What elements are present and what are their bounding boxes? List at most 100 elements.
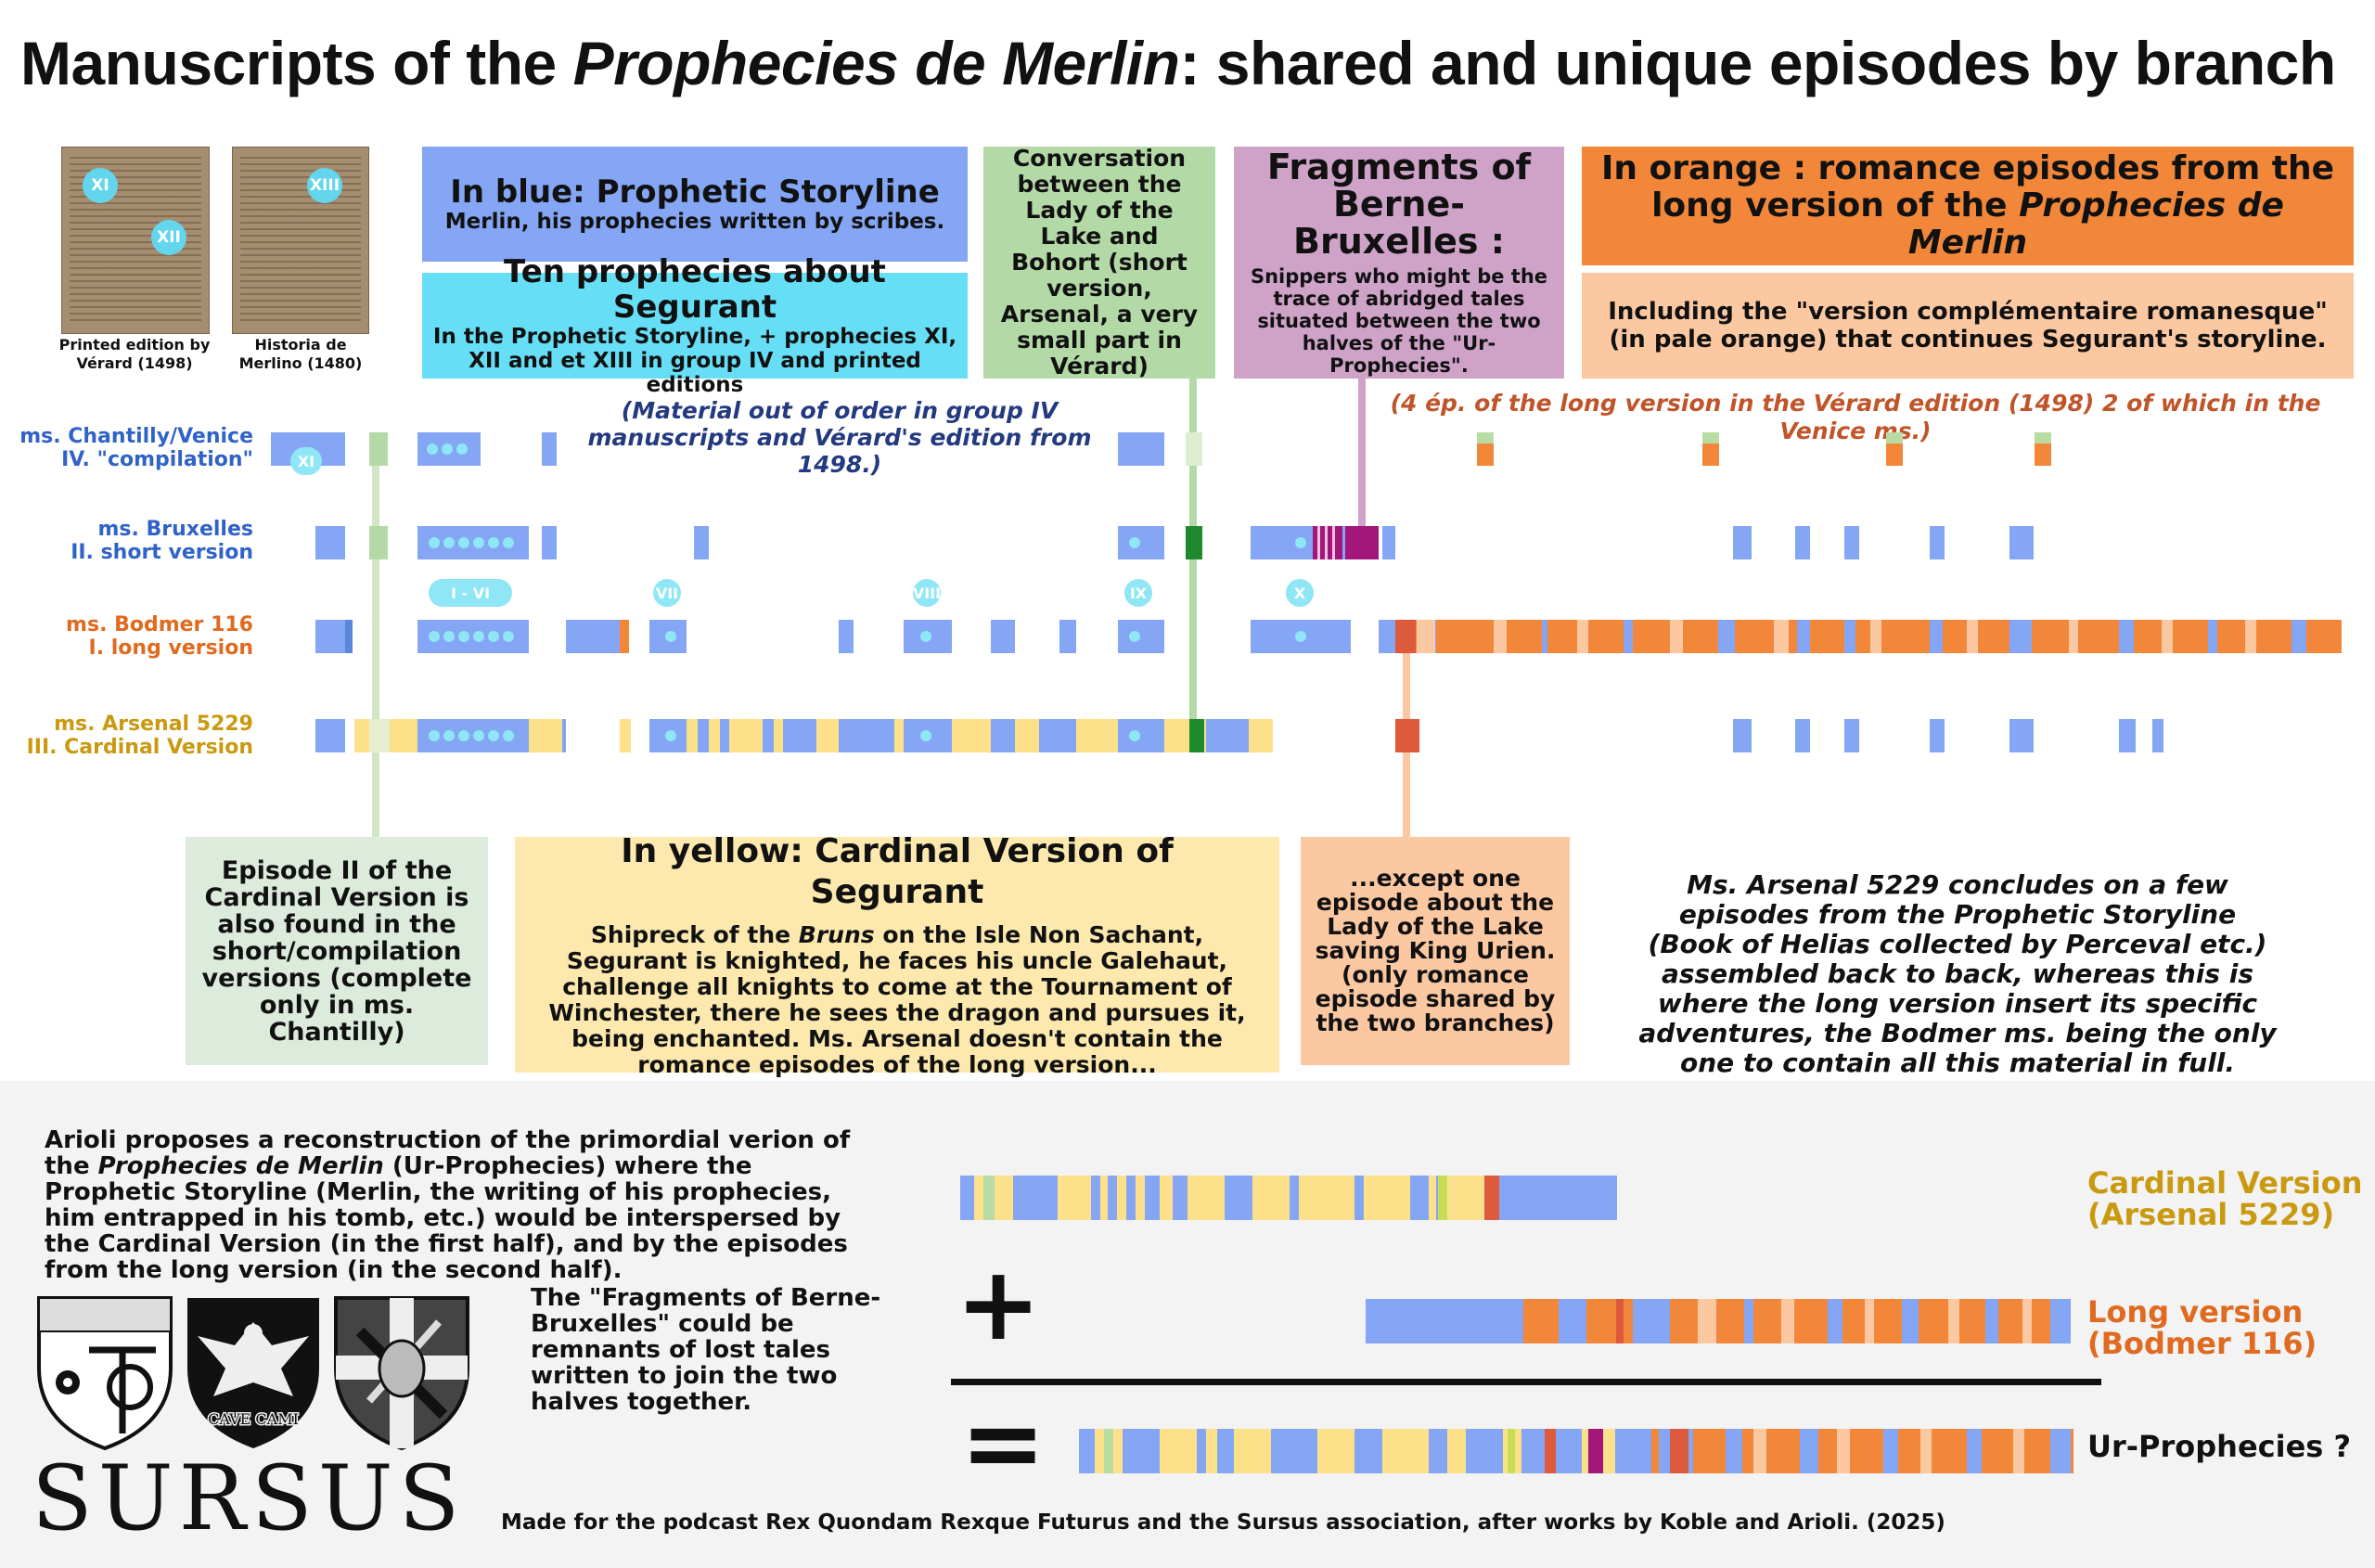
episode-segment xyxy=(1930,719,1945,752)
strip-segment xyxy=(1299,1176,1354,1220)
strip-segment xyxy=(1948,1299,1959,1343)
group4-note: (Material out of order in group IV manus… xyxy=(587,397,1092,478)
prophecy-dot xyxy=(488,730,499,741)
episode-segment xyxy=(1844,526,1859,559)
prophecy-dot xyxy=(429,631,440,642)
verard-caption: Printed edition by Vérard (1498) xyxy=(58,336,211,372)
episode-segment xyxy=(315,620,349,653)
episode-segment xyxy=(2119,719,2136,752)
row-label-bruxelles: ms. Bruxelles II. short version xyxy=(71,518,253,564)
episode-segment xyxy=(1118,432,1164,466)
strip-segment xyxy=(1883,1429,1898,1473)
strip-segment xyxy=(983,1176,995,1220)
episode-segment xyxy=(694,526,709,559)
strip-segment xyxy=(1136,1176,1145,1220)
episode-segment xyxy=(1345,526,1379,559)
episode-segment xyxy=(369,432,388,466)
prophecy-dot xyxy=(456,443,468,455)
strip-segment xyxy=(1800,1429,1818,1473)
episode-segment xyxy=(839,719,894,752)
page-title: Manuscripts of the Prophecies de Merlin:… xyxy=(20,29,2336,97)
strip-segment xyxy=(1651,1429,1659,1473)
episode-segment xyxy=(1332,526,1335,559)
prophecy-dot xyxy=(1295,631,1306,642)
prophecy-dot xyxy=(665,631,676,642)
label-cardinal: Cardinal Version (Arsenal 5229) xyxy=(2087,1165,2363,1232)
episode-segment xyxy=(1395,620,1416,653)
strip-segment xyxy=(1920,1429,1932,1473)
strip-segment xyxy=(1559,1299,1586,1343)
equals-sign: = xyxy=(960,1383,1046,1502)
arioli-text: Arioli proposes a reconstruction of the … xyxy=(45,1126,851,1284)
prophecy-dot xyxy=(473,537,484,548)
episode-segment xyxy=(2069,620,2078,653)
episode-segment xyxy=(620,620,629,653)
episode-segment xyxy=(1702,432,1719,443)
historia-caption: Historia de Merlino (1480) xyxy=(238,336,363,372)
episode-segment xyxy=(562,719,566,752)
strip-segment xyxy=(1366,1299,1523,1343)
episode-segment xyxy=(1379,620,1395,653)
prophecy-dot xyxy=(1295,537,1306,548)
green-connector xyxy=(1189,379,1197,750)
episode-segment xyxy=(1797,620,1810,653)
episode-segment xyxy=(2009,526,2034,559)
badge-xii: XII xyxy=(151,220,186,255)
strip-segment xyxy=(1670,1429,1688,1473)
episode-segment xyxy=(1379,620,2342,653)
episode-segment xyxy=(369,719,390,752)
strip-segment xyxy=(1206,1429,1217,1473)
strip-segment xyxy=(1484,1176,1499,1220)
episode-segment xyxy=(369,526,388,559)
strip-segment xyxy=(2050,1299,2071,1343)
prophecy-marker: IX xyxy=(1124,579,1152,607)
row-label-bodmer: ms. Bodmer 116 I. long version xyxy=(66,613,253,660)
arsenal-end-note: Ms. Arsenal 5229 concludes on a few epis… xyxy=(1638,869,2277,1078)
episode-segment xyxy=(698,719,709,752)
episode-segment xyxy=(1118,620,1164,653)
badge-xiii: XIII xyxy=(307,168,342,203)
episode-segment xyxy=(1844,719,1859,752)
strip-segment xyxy=(2013,1429,2024,1473)
episode-segment xyxy=(1317,526,1320,559)
prophecy-dot xyxy=(920,631,931,642)
strip-segment xyxy=(1508,1429,1515,1473)
legend-green: Conversation between the Lady of the Lak… xyxy=(983,146,1215,379)
episode-segment xyxy=(1039,719,1076,752)
episode-segment xyxy=(2245,620,2256,653)
episode-segment xyxy=(566,620,622,653)
prophecy-dot xyxy=(488,631,499,642)
episode-segment xyxy=(345,620,353,653)
strip-segment xyxy=(1234,1429,1271,1473)
episode-segment xyxy=(1435,620,1436,653)
episode-segment xyxy=(1967,620,1978,653)
legend-blue: In blue: Prophetic Storyline Merlin, his… xyxy=(422,147,968,262)
divider-line xyxy=(951,1379,2101,1385)
purple-connector xyxy=(1358,379,1366,527)
prophecy-dot xyxy=(427,443,438,455)
historia-thumbnail: XIII xyxy=(232,147,369,334)
episode-segment xyxy=(2208,620,2217,653)
strip-segment xyxy=(1117,1176,1126,1220)
episode-segment xyxy=(315,719,345,752)
strip-segment xyxy=(1828,1299,1842,1343)
strip-segment xyxy=(1382,1429,1429,1473)
prophecy-marker: I - VI xyxy=(429,579,512,607)
strip-segment xyxy=(2022,1299,2032,1343)
sursus-logo: SURSUS xyxy=(32,1446,466,1550)
strip-segment xyxy=(1967,1429,1982,1473)
episode-segment xyxy=(1206,719,1249,752)
strip-segment xyxy=(1837,1429,1850,1473)
prophecy-dot xyxy=(503,730,514,741)
strip-segment xyxy=(1744,1299,1753,1343)
verard-note: (4 ép. of the long version in the Vérard… xyxy=(1390,390,2321,444)
episode-segment xyxy=(1059,620,1076,653)
episode-segment xyxy=(1886,443,1903,466)
prophecy-dot xyxy=(442,443,453,455)
prophecy-dot xyxy=(665,730,676,741)
strip-segment xyxy=(1160,1176,1173,1220)
episode-segment xyxy=(720,719,729,752)
episode-segment xyxy=(1733,719,1752,752)
legend-purple: Fragments of Berne-Bruxelles : Snippers … xyxy=(1234,147,1564,379)
episode-segment xyxy=(763,719,774,752)
